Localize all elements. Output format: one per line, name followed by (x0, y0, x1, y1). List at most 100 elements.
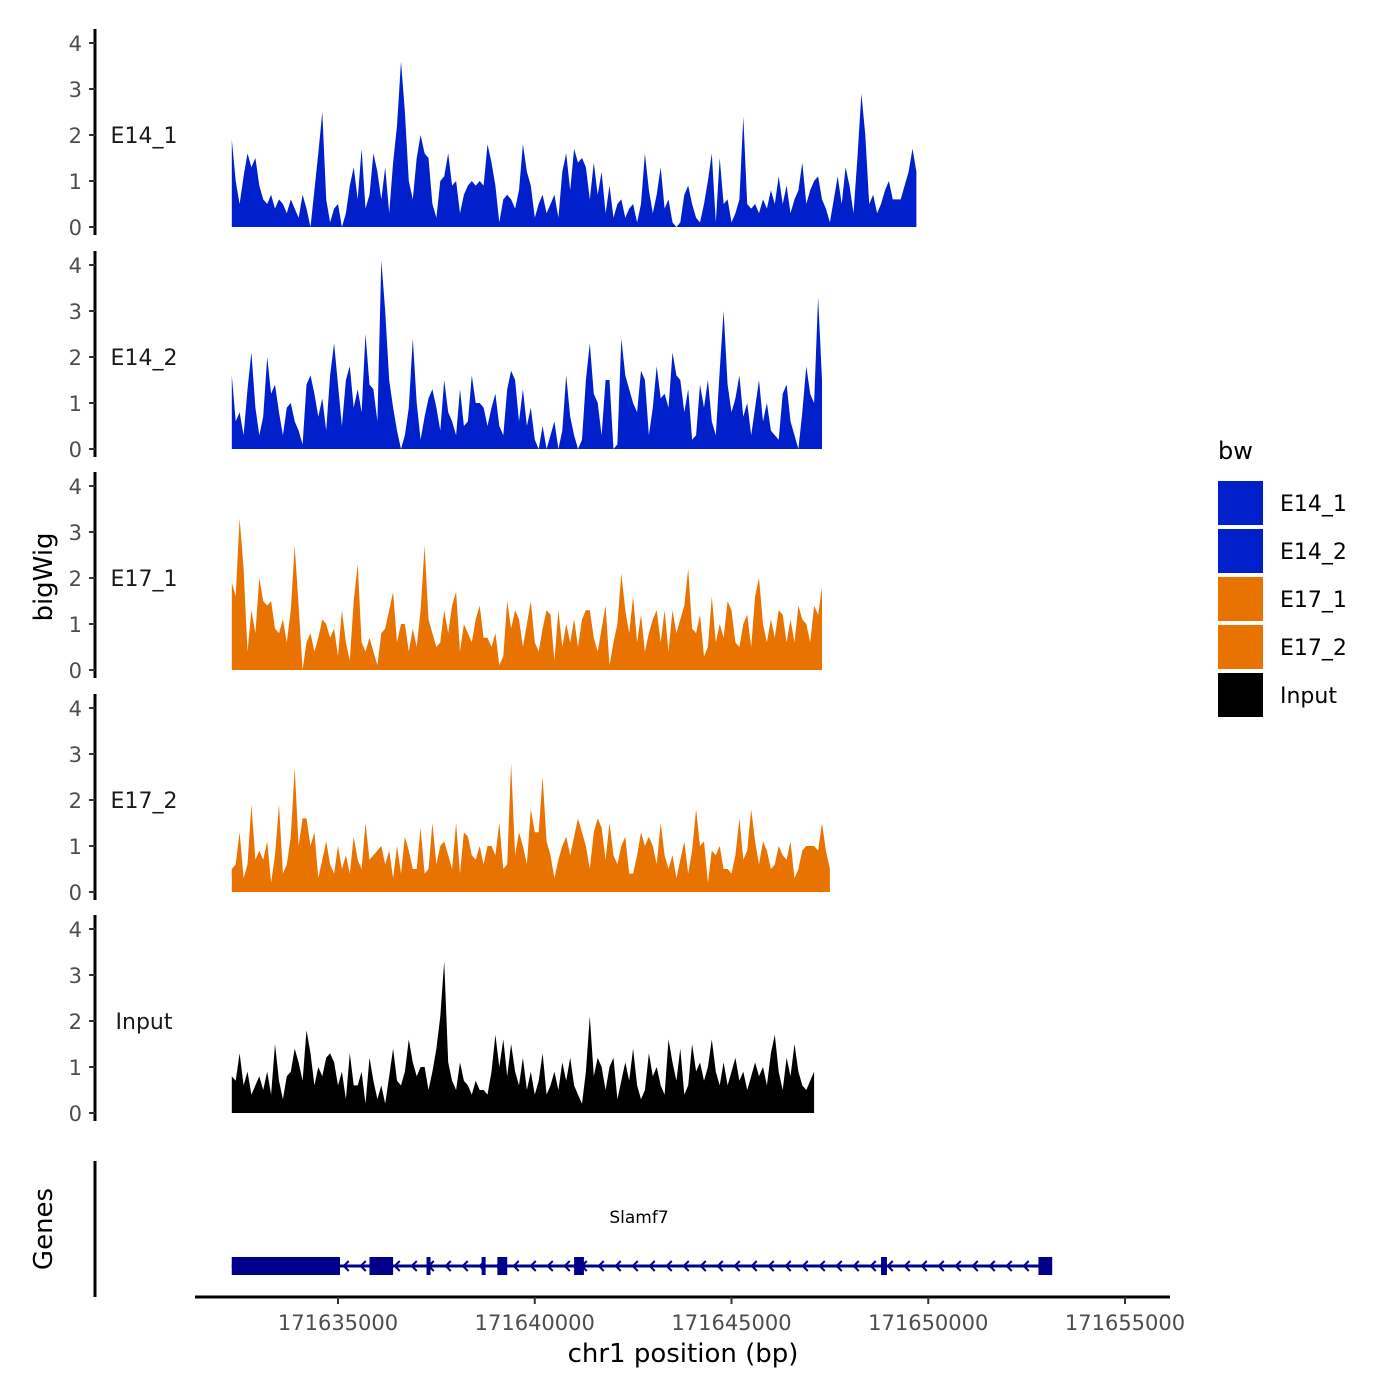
strand-arrow (886, 1260, 894, 1272)
y-tick-label: 4 (69, 918, 82, 942)
track-label: E14_2 (111, 346, 178, 371)
track-e14_2: 0 1 2 3 4 E14_2 (69, 251, 823, 462)
strand-arrow (563, 1260, 571, 1272)
x-tick-label: 171635000 (278, 1311, 398, 1335)
y-tick-label: 1 (69, 392, 82, 416)
track-label: E14_1 (111, 124, 178, 149)
legend-key-e17_1 (1218, 577, 1263, 621)
strand-arrow (835, 1260, 843, 1272)
y-tick-label: 3 (69, 521, 82, 545)
x-tick-label: 171650000 (868, 1311, 988, 1335)
strand-arrow (342, 1260, 350, 1272)
strand-arrow (1022, 1260, 1030, 1272)
track-label: E17_1 (111, 567, 178, 592)
legend-label: E14_1 (1280, 492, 1347, 517)
strand-arrow (988, 1260, 996, 1272)
x-tick-label: 171655000 (1065, 1311, 1185, 1335)
strand-arrow (699, 1260, 707, 1272)
x-axis: 171635000 171640000 171645000 171650000 1716… (195, 1295, 1185, 1335)
y-tick-label: 2 (69, 567, 82, 591)
strand-arrow (597, 1260, 605, 1272)
gene-exon (497, 1257, 508, 1275)
gene-exon (1038, 1257, 1053, 1275)
gene-label: Slamf7 (609, 1208, 668, 1228)
strand-arrow (920, 1260, 928, 1272)
strand-arrow (852, 1260, 860, 1272)
x-tick-label: 171640000 (475, 1311, 595, 1335)
strand-arrow (648, 1260, 656, 1272)
y-tick-label: 0 (69, 881, 82, 905)
gene-exon (426, 1257, 431, 1275)
y-tick-label: 1 (69, 835, 82, 859)
legend-title: bw (1218, 437, 1253, 465)
y-tick-label: 1 (69, 170, 82, 194)
strand-arrow (750, 1260, 758, 1272)
strand-arrow (665, 1260, 673, 1272)
y-tick-label: 0 (69, 216, 82, 240)
legend-label: E17_1 (1280, 588, 1347, 613)
gene-exon (481, 1257, 486, 1275)
strand-arrow (512, 1260, 520, 1272)
gene-exon (231, 1257, 340, 1275)
y-tick-label: 0 (69, 1102, 82, 1126)
y-tick-label: 1 (69, 613, 82, 637)
y-tick-label: 4 (69, 475, 82, 499)
track-e17_1: 0 1 2 3 4 E17_1 (69, 472, 823, 683)
y-tick-label: 3 (69, 300, 82, 324)
y-tick-label: 4 (69, 254, 82, 278)
strand-arrow (1005, 1260, 1013, 1272)
track-input: 0 1 2 3 4 Input (69, 915, 815, 1126)
y-tick-label: 2 (69, 1010, 82, 1034)
strand-arrow (529, 1260, 537, 1272)
y-tick-label: 2 (69, 124, 82, 148)
legend-key-e17_2 (1218, 625, 1263, 669)
legend-label: Input (1280, 684, 1337, 709)
legend: bw E14_1 E14_2 E17_1 E17_2 Input (1218, 437, 1347, 717)
y-axis-title: bigWig (29, 532, 59, 621)
genes-track: Slamf7 (93, 1161, 1053, 1297)
legend-label: E17_2 (1280, 636, 1347, 661)
strand-arrow (546, 1260, 554, 1272)
y-tick-label: 2 (69, 346, 82, 370)
strand-arrow (733, 1260, 741, 1272)
x-tick-label: 171645000 (671, 1311, 791, 1335)
track-e14_1: 0 1 2 3 4 E14_1 (69, 29, 917, 240)
strand-arrow (937, 1260, 945, 1272)
strand-arrow (631, 1260, 639, 1272)
y-tick-label: 3 (69, 743, 82, 767)
strand-arrow (869, 1260, 877, 1272)
coverage-area-e17_1 (231, 518, 823, 670)
strand-arrow (682, 1260, 690, 1272)
strand-arrow (784, 1260, 792, 1272)
strand-arrow (410, 1260, 418, 1272)
genes-track-title: Genes (29, 1188, 59, 1270)
track-label: Input (116, 1010, 173, 1035)
gene-exon (881, 1257, 887, 1275)
track-e17_2: 0 1 2 3 4 E17_2 (69, 694, 830, 905)
coverage-area-e14_2 (231, 260, 823, 449)
y-tick-label: 3 (69, 78, 82, 102)
y-tick-label: 1 (69, 1056, 82, 1080)
strand-arrow (801, 1260, 809, 1272)
legend-key-input (1218, 673, 1263, 717)
strand-arrow (903, 1260, 911, 1272)
coverage-area-input (231, 961, 815, 1113)
strand-arrow (393, 1260, 401, 1272)
y-tick-label: 4 (69, 32, 82, 56)
strand-arrow (954, 1260, 962, 1272)
strand-arrow (818, 1260, 826, 1272)
legend-key-e14_1 (1218, 481, 1263, 525)
legend-label: E14_2 (1280, 540, 1347, 565)
coverage-area-e14_1 (231, 61, 917, 228)
gene-exon (574, 1257, 584, 1275)
coverage-tracks: 0 1 2 3 4 E14_1 0 1 2 3 4 E14_2 0 1 2 3 4 E17_1 0 1 2 3 4 E17_2… (69, 29, 917, 1126)
y-tick-label: 0 (69, 438, 82, 462)
strand-arrow (716, 1260, 724, 1272)
strand-arrow (444, 1260, 452, 1272)
y-tick-label: 2 (69, 789, 82, 813)
strand-arrow (767, 1260, 775, 1272)
coverage-area-e17_2 (231, 763, 830, 892)
strand-arrow (359, 1260, 367, 1272)
strand-arrow (461, 1260, 469, 1272)
strand-arrow (614, 1260, 622, 1272)
